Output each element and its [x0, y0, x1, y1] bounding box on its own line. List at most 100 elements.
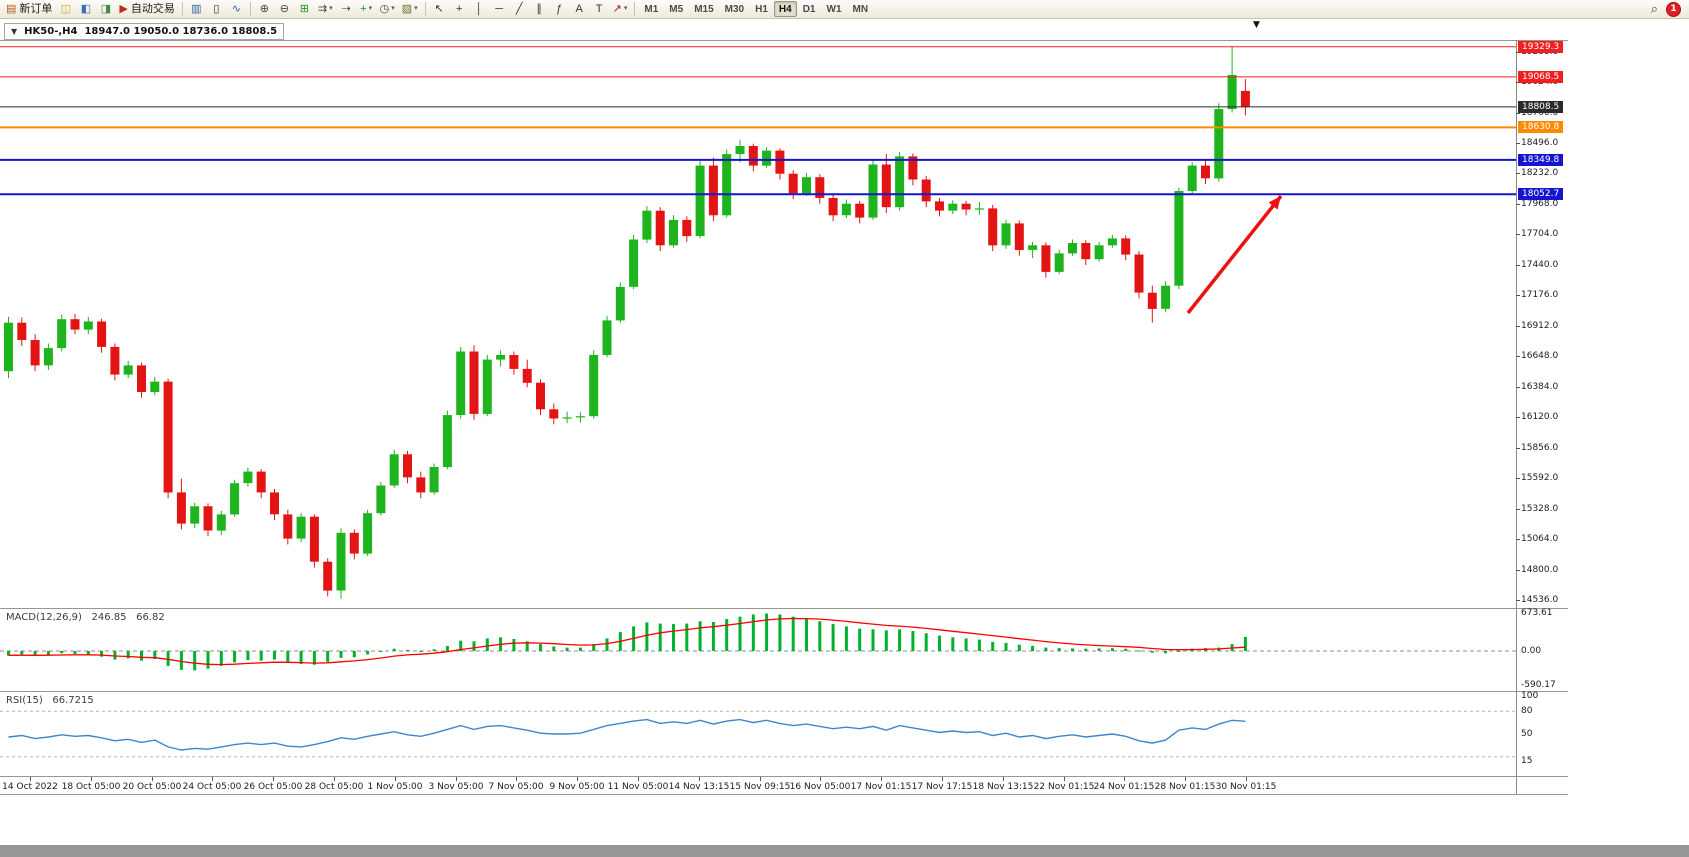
fibonacci-icon: ƒ	[556, 3, 563, 15]
macd-histogram-bar	[193, 651, 197, 671]
macd-histogram-bar	[1031, 645, 1035, 651]
date-axis-label: 24 Oct 05:00	[182, 782, 242, 792]
bar-chart-icon[interactable]: ▥	[187, 1, 206, 17]
macd-histogram-bar	[86, 651, 90, 655]
date-axis-tick	[699, 777, 700, 781]
vertical-line-icon[interactable]: │	[470, 1, 489, 17]
price-axis-tick	[1516, 448, 1520, 449]
macd-histogram-bar	[525, 641, 529, 651]
trend-arrow[interactable]	[1186, 194, 1283, 315]
candle	[243, 471, 253, 484]
chart-ohlc-box: ▼ HK50-,H4 18947.0 19050.0 18736.0 18808…	[4, 23, 285, 40]
timeframe-button-mn[interactable]: MN	[848, 1, 874, 17]
chart-top-border	[0, 40, 1568, 41]
date-axis-tick	[334, 777, 335, 781]
timeframe-button-m1[interactable]: M1	[639, 1, 663, 17]
auto-scroll-icon[interactable]: ⇉ ▾	[315, 1, 336, 17]
timeframe-button-h1[interactable]: H1	[750, 1, 773, 17]
line-chart-icon[interactable]: ∿	[227, 1, 246, 17]
text-label-icon[interactable]: T	[590, 1, 609, 17]
macd-histogram-bar	[219, 651, 223, 666]
trendline-icon[interactable]: ╱	[510, 1, 529, 17]
rsi-panel[interactable]	[0, 694, 1516, 776]
timeframe-button-m15[interactable]: M15	[689, 1, 718, 17]
fibonacci-icon[interactable]: ƒ	[550, 1, 569, 17]
macd-histogram-bar	[366, 651, 370, 655]
candle	[482, 359, 492, 414]
macd-histogram-bar	[246, 651, 250, 661]
candle	[190, 506, 200, 524]
channel-icon[interactable]: ∥	[530, 1, 549, 17]
macd-histogram-bar	[100, 651, 104, 657]
macd-histogram-bar	[1057, 648, 1061, 651]
search-icon[interactable]: ⌕	[1650, 1, 1658, 17]
chart-shift-icon[interactable]: ⇢	[337, 1, 356, 17]
arrows-icon: ↗	[612, 3, 622, 15]
timeframe-button-m30[interactable]: M30	[720, 1, 749, 17]
new-order-button[interactable]: ▤ 新订单	[3, 1, 55, 17]
toolbar-separator	[424, 2, 426, 16]
macd-histogram-bar	[352, 651, 356, 658]
price-chart[interactable]	[0, 40, 1516, 608]
zoom-in-icon[interactable]: ⊕	[255, 1, 274, 17]
date-axis[interactable]: 14 Oct 2022 18 Oct 05:00 20 Oct 05:00 24 Oc…	[0, 777, 1516, 794]
dropdown-caret-icon: ▾	[329, 5, 333, 12]
text-icon[interactable]: A	[570, 1, 589, 17]
indicators-icon[interactable]: + ▾	[357, 1, 376, 17]
candle	[629, 239, 639, 287]
date-axis-tick	[456, 777, 457, 781]
rsi-axis-label: 15	[1521, 756, 1533, 766]
timeframe-button-m5[interactable]: M5	[664, 1, 688, 17]
rsi-dates-border	[0, 776, 1568, 777]
auto-trading-button[interactable]: ▶ 自动交易	[116, 1, 177, 17]
data-window-icon[interactable]: ◧	[76, 1, 95, 17]
candle	[283, 514, 293, 539]
zoom-out-icon: ⊖	[279, 3, 289, 15]
price-axis-tick	[1516, 509, 1520, 510]
macd-histogram-bar	[406, 649, 409, 651]
macd-panel[interactable]	[0, 612, 1516, 690]
vertical-line-icon: │	[475, 3, 483, 15]
date-axis-label: 14 Oct 2022	[2, 782, 58, 792]
candle	[1174, 191, 1184, 286]
crosshair-icon[interactable]: +	[450, 1, 469, 17]
candle	[83, 321, 93, 330]
templates-icon: ▨	[401, 3, 413, 15]
chart-down-marker-icon: ▼	[1253, 20, 1260, 30]
new-order-button-label: 新订单	[19, 3, 53, 15]
main-macd-splitter[interactable]	[0, 608, 1568, 609]
candle	[935, 201, 944, 211]
navigator-icon[interactable]: ◨	[96, 1, 115, 17]
collapse-ohlc-icon[interactable]: ▼	[11, 27, 18, 36]
arrows-icon[interactable]: ↗ ▾	[610, 1, 631, 17]
zoom-out-icon[interactable]: ⊖	[275, 1, 294, 17]
candle	[256, 471, 266, 493]
macd-header: MACD(12,26,9) 246.85 66.82	[6, 612, 165, 623]
macd-rsi-splitter[interactable]	[0, 691, 1568, 692]
cursor-icon[interactable]: ↖	[430, 1, 449, 17]
price-axis-tick	[1516, 570, 1520, 571]
candle	[602, 320, 612, 355]
market-watch-icon[interactable]: ◫	[56, 1, 75, 17]
candlestick-chart-icon[interactable]: ▯	[207, 1, 226, 17]
timeframe-button-d1[interactable]: D1	[798, 1, 821, 17]
notification-badge[interactable]: 1	[1666, 1, 1681, 17]
macd-histogram-bar	[645, 622, 649, 651]
price-axis-tick	[1516, 417, 1520, 418]
macd-histogram-bar	[1044, 647, 1048, 651]
timeframe-button-h4[interactable]: H4	[773, 1, 797, 17]
macd-histogram-bar	[1097, 648, 1101, 651]
date-axis-tick	[942, 777, 943, 781]
date-axis-tick	[91, 777, 92, 781]
timeframe-button-w1[interactable]: W1	[822, 1, 847, 17]
macd-histogram-bar	[578, 647, 582, 651]
candle	[1014, 223, 1024, 250]
candle	[589, 355, 599, 417]
periods-icon[interactable]: ◷ ▾	[377, 1, 398, 17]
templates-icon[interactable]: ▨ ▾	[399, 1, 421, 17]
macd-histogram-bar	[884, 630, 888, 651]
tile-windows-icon[interactable]: ⊞	[295, 1, 314, 17]
horizontal-line-icon[interactable]: ─	[490, 1, 509, 17]
crosshair-icon: +	[455, 3, 463, 15]
candle	[376, 485, 386, 514]
